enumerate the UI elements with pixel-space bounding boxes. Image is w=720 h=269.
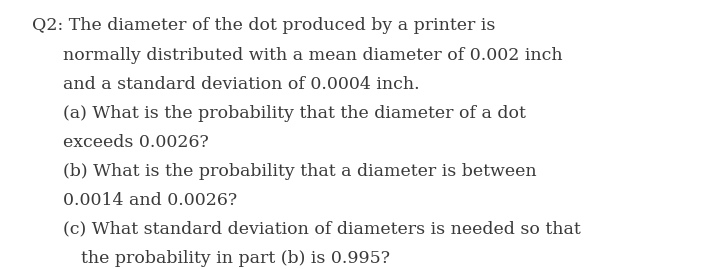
Text: normally distributed with a mean diameter of 0.002 inch: normally distributed with a mean diamete… xyxy=(63,47,563,63)
Text: and a standard deviation of 0.0004 inch.: and a standard deviation of 0.0004 inch. xyxy=(63,76,420,93)
Text: exceeds 0.0026?: exceeds 0.0026? xyxy=(63,134,209,151)
Text: (c) What standard deviation of diameters is needed so that: (c) What standard deviation of diameters… xyxy=(63,221,581,238)
Text: (b) What is the probability that a diameter is between: (b) What is the probability that a diame… xyxy=(63,163,537,180)
Text: the probability in part (b) is 0.995?: the probability in part (b) is 0.995? xyxy=(81,250,390,267)
Text: (a) What is the probability that the diameter of a dot: (a) What is the probability that the dia… xyxy=(63,105,526,122)
Text: 0.0014 and 0.0026?: 0.0014 and 0.0026? xyxy=(63,192,238,209)
Text: Q2: The diameter of the dot produced by a printer is: Q2: The diameter of the dot produced by … xyxy=(32,17,496,34)
